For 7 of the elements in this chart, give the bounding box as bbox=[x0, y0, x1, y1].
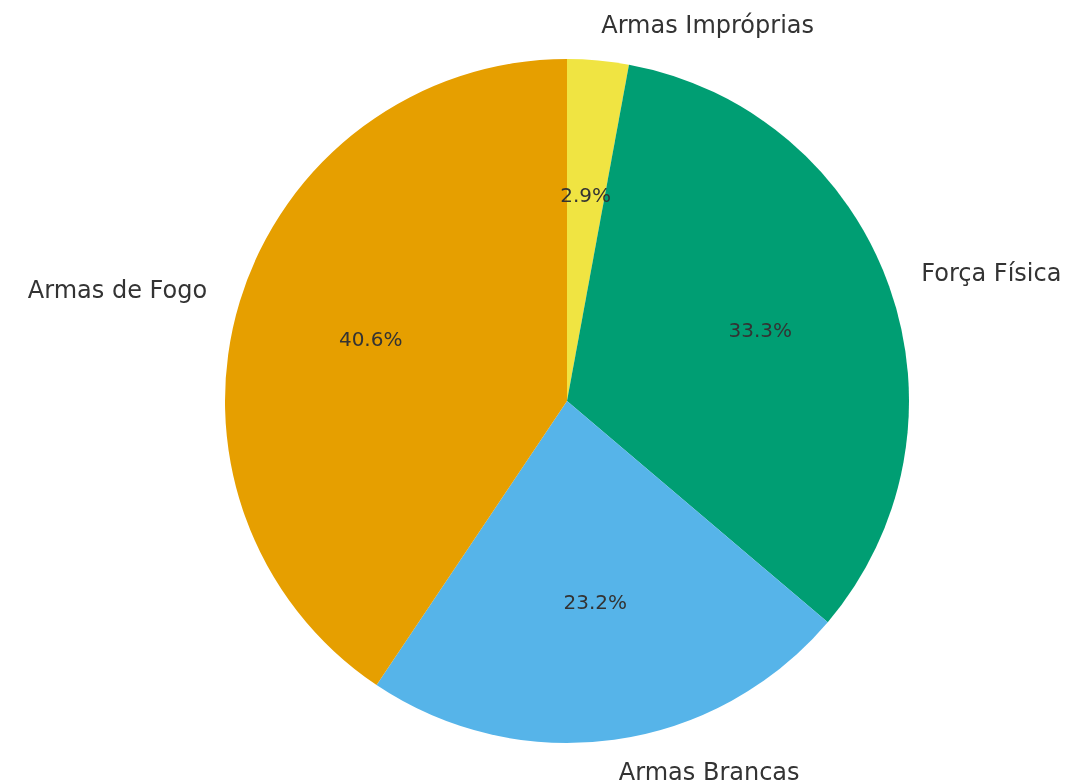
data-label: 23.2% bbox=[563, 590, 628, 615]
slice-label: Armas de Fogo bbox=[27, 275, 208, 304]
data-label: 40.6% bbox=[338, 327, 403, 352]
slice-label: Armas Brancas bbox=[618, 757, 800, 784]
data-label: 33.3% bbox=[728, 318, 793, 343]
slice-label: Armas Impróprias bbox=[601, 10, 815, 39]
slice-label: Força Física bbox=[921, 258, 1062, 287]
